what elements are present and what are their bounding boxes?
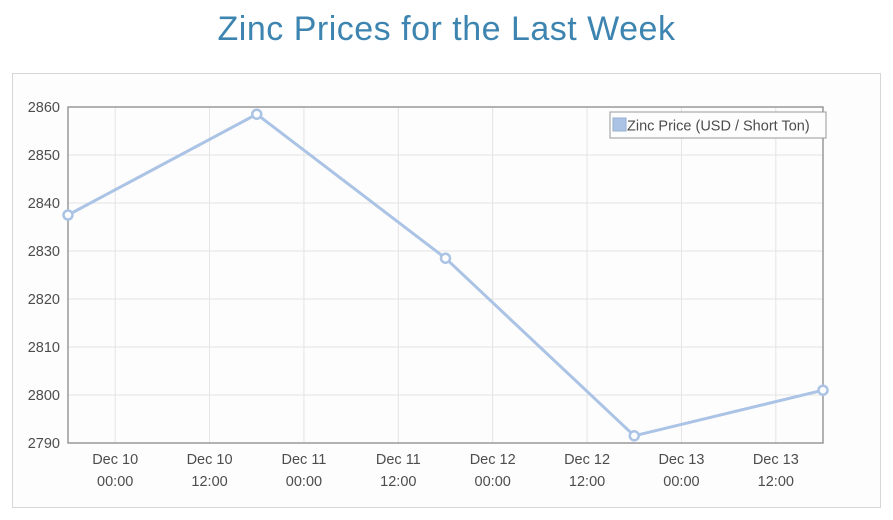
x-tick-label: Dec 11 <box>282 452 327 468</box>
x-tick-label: 12:00 <box>380 474 416 490</box>
data-point-marker[interactable] <box>439 252 452 264</box>
x-tick-label: 12:00 <box>758 474 794 490</box>
page-title: Zinc Prices for the Last Week <box>217 10 676 48</box>
chart-panel: 2860 2850 2840 2830 2820 2810 2800 2790 Dec 10 00… <box>12 73 881 508</box>
data-point-marker[interactable] <box>62 209 74 221</box>
data-point-marker[interactable] <box>251 108 263 120</box>
price-line <box>66 112 825 438</box>
x-tick-label: Dec 12 <box>564 452 610 468</box>
legend-swatch <box>612 117 627 132</box>
y-tick-label: 2840 <box>28 196 60 212</box>
x-tick-label: Dec 10 <box>92 452 138 468</box>
y-tick-label: 2830 <box>28 244 60 260</box>
y-tick-label: 2810 <box>28 340 60 356</box>
x-tick-label: 00:00 <box>475 474 511 490</box>
axis-frame <box>67 106 824 444</box>
x-tick-label: Dec 12 <box>470 452 516 468</box>
x-tick-label: Dec 11 <box>376 452 421 468</box>
legend-box <box>609 111 827 139</box>
x-tick-label: 12:00 <box>569 474 605 490</box>
y-tick-label: 2820 <box>28 292 60 308</box>
y-tick-label: 2860 <box>28 100 60 116</box>
x-tick-label: 00:00 <box>97 474 133 490</box>
data-point-marker[interactable] <box>817 384 829 396</box>
y-tick-label: 2800 <box>28 388 60 404</box>
data-point-marker[interactable] <box>628 430 640 442</box>
x-tick-label: Dec 13 <box>658 452 704 468</box>
x-tick-label: 00:00 <box>286 474 322 490</box>
y-tick-label: 2790 <box>28 436 60 452</box>
x-tick-label: 00:00 <box>663 474 699 490</box>
x-tick-label: Dec 13 <box>753 452 799 468</box>
y-tick-label: 2850 <box>28 148 60 164</box>
legend-label[interactable]: Zinc Price (USD / Short Ton) <box>627 119 810 135</box>
zinc-price-chart: 2860 2850 2840 2830 2820 2810 2800 2790 Dec 10 00… <box>28 100 829 490</box>
x-tick-label: 12:00 <box>191 474 227 490</box>
x-tick-label: Dec 10 <box>187 452 233 468</box>
